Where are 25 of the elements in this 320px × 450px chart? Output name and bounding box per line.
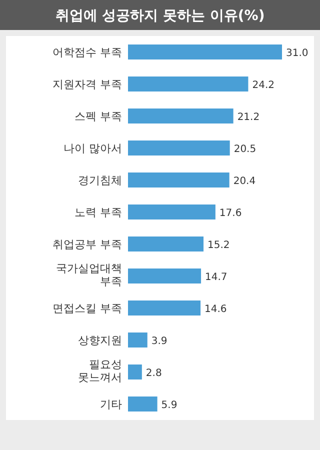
category-label: 나이 많아서 [64, 142, 122, 155]
category-label: 노력 부족 [74, 206, 122, 219]
value-label: 5.9 [161, 400, 178, 411]
category-label: 지원자격 부족 [52, 78, 122, 91]
value-label: 14.7 [205, 272, 228, 283]
category-label: 국가실업대책 부족 [56, 262, 122, 288]
category-label: 기타 [100, 398, 122, 411]
category-label: 어학점수 부족 [52, 46, 122, 59]
category-label: 상향지원 [78, 334, 122, 347]
value-label: 2.8 [146, 368, 162, 379]
value-label: 24.2 [252, 80, 274, 91]
value-label: 17.6 [219, 208, 242, 219]
value-label: 31.0 [286, 48, 308, 59]
category-label: 필요성 못느껴서 [78, 358, 122, 384]
category-label: 면접스킬 부족 [52, 302, 122, 315]
category-label: 취업공부 부족 [52, 238, 122, 251]
value-label: 20.5 [234, 144, 256, 155]
title: 취업에 성공하지 못하는 이유(%) [55, 8, 265, 24]
value-label: 21.2 [237, 112, 260, 123]
value-label: 20.4 [233, 176, 256, 187]
category-label: 경기침체 [78, 174, 122, 187]
value-label: 14.6 [204, 304, 227, 315]
value-label: 3.9 [151, 336, 168, 347]
value-label: 15.2 [208, 240, 230, 251]
category-label: 스펙 부족 [74, 110, 122, 123]
